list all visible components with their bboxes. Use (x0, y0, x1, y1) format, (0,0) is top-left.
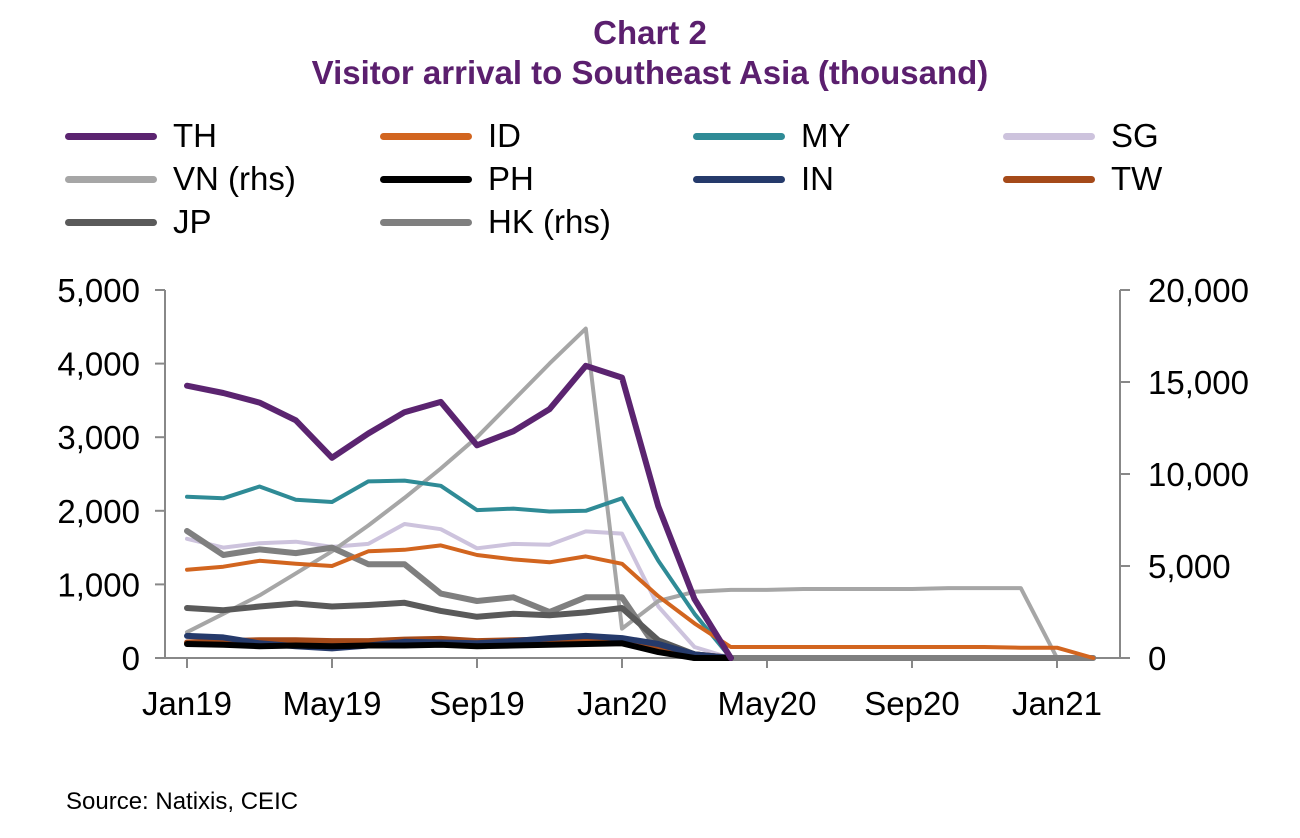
right-tick-label: 5,000 (1148, 548, 1231, 585)
legend-label: TW (1111, 160, 1163, 197)
chart-title: Chart 2 (593, 14, 707, 51)
legend-label: MY (801, 117, 851, 154)
legend-swatch (65, 133, 157, 140)
series-line-my (185, 478, 733, 660)
legend-label: SG (1111, 117, 1159, 154)
x-tick-label: May20 (717, 685, 816, 722)
right-tick-label: 20,000 (1148, 272, 1249, 309)
series-line-jp (184, 599, 734, 661)
x-tick-label: Sep19 (429, 685, 524, 722)
legend-label: TH (173, 117, 217, 154)
x-tick-label: Jan20 (577, 685, 667, 722)
left-tick-label: 5,000 (57, 272, 140, 309)
series-line-id (185, 543, 1096, 660)
x-tick-label: Jan19 (142, 685, 232, 722)
legend-swatch (1003, 133, 1095, 140)
legend-swatch (380, 176, 472, 183)
right-tick-label: 0 (1148, 640, 1166, 677)
left-tick-label: 1,000 (57, 566, 140, 603)
left-tick-label: 3,000 (57, 419, 140, 456)
chart-legend: TH ID MY SG VN (rhs) PH IN TW JP HK (rhs) (0, 115, 1300, 260)
line-chart: 0 1,000 2,000 3,000 4,000 5,000 0 5,000 10,000 15… (57, 272, 1249, 722)
legend-swatch (693, 176, 785, 183)
legend-label: PH (488, 160, 534, 197)
legend-swatch (693, 133, 785, 140)
legend-swatch (1003, 176, 1095, 183)
legend-label: JP (173, 203, 212, 240)
legend-label: ID (488, 117, 521, 154)
x-tick-label: Sep20 (864, 685, 959, 722)
chart-subtitle: Visitor arrival to Southeast Asia (thous… (311, 54, 989, 91)
legend-swatch (65, 176, 157, 183)
right-tick-label: 10,000 (1148, 456, 1249, 493)
series-line-sg (185, 522, 733, 660)
legend-label: IN (801, 160, 834, 197)
legend-label: HK (rhs) (488, 203, 611, 240)
left-tick-label: 2,000 (57, 493, 140, 530)
series-line-vn-rhs (185, 326, 1096, 660)
left-tick-label: 4,000 (57, 346, 140, 383)
series-line-ph (184, 640, 734, 661)
legend-label: VN (rhs) (173, 160, 296, 197)
x-tick-label: Jan21 (1012, 685, 1102, 722)
legend-swatch (380, 133, 472, 140)
left-tick-label: 0 (122, 640, 140, 677)
right-tick-label: 15,000 (1148, 364, 1249, 401)
legend-swatch (65, 219, 157, 226)
series-line-th (184, 362, 734, 661)
x-tick-label: May19 (282, 685, 381, 722)
source-note: Source: Natixis, CEIC (66, 788, 299, 815)
legend-swatch (380, 219, 472, 226)
